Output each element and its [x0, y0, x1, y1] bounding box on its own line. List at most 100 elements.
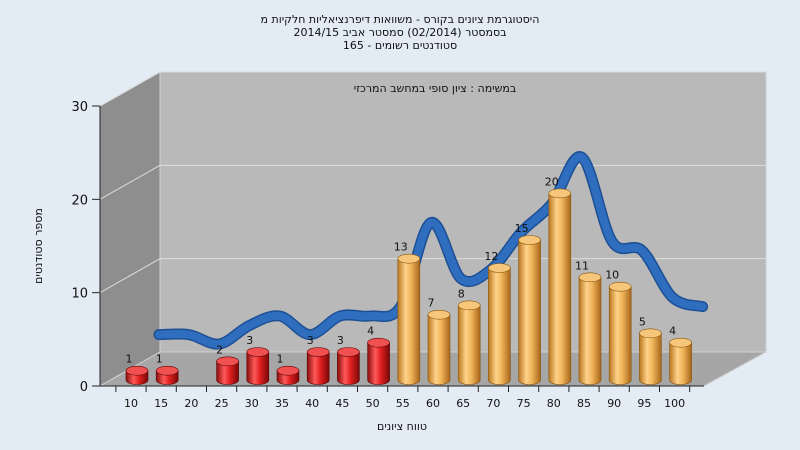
- grid-line-diag: [99, 164, 161, 200]
- data-label: 13: [394, 241, 408, 254]
- data-label: 1: [277, 353, 284, 366]
- bar-top: [639, 328, 662, 339]
- bar-body: [608, 286, 632, 385]
- bar-body: [367, 342, 390, 385]
- bar-top: [518, 235, 541, 245]
- bar-body: [427, 314, 451, 385]
- y-tick-label: 20: [71, 193, 88, 208]
- x-tick-label: 55: [396, 397, 410, 410]
- bar: [337, 347, 360, 385]
- bar-top: [578, 272, 602, 283]
- trend-curve-line: [155, 152, 707, 349]
- grid-lines: [99, 71, 766, 294]
- bar-body: [216, 361, 239, 385]
- chart-title-line-2: בסמסטר (02/2014) סמסטר אביב 2014/15: [293, 26, 506, 39]
- bar: [216, 356, 239, 385]
- x-tick-label: 65: [456, 397, 470, 410]
- y-tick-label: 10: [71, 287, 88, 302]
- x-tick-label: 60: [426, 397, 440, 410]
- bar: [125, 365, 149, 385]
- chart-title-line-1: היסטוגרמת ציונים בקורס - משוואות דיפרנצי…: [261, 13, 540, 26]
- data-label: 4: [669, 325, 676, 338]
- bar-top: [488, 263, 511, 273]
- bar-body: [518, 239, 541, 385]
- data-label: 20: [545, 175, 559, 188]
- bar-body: [669, 342, 692, 385]
- bar: [639, 328, 662, 385]
- data-label: 15: [515, 222, 529, 235]
- bar-top: [337, 347, 360, 357]
- x-axis-label: טווח ציונים: [377, 420, 427, 433]
- x-tick-label: 45: [335, 397, 349, 410]
- data-label: 2: [216, 343, 223, 356]
- data-label: 4: [367, 325, 374, 338]
- x-tick-label: 90: [607, 397, 621, 410]
- bar-top: [397, 253, 421, 264]
- data-label: 5: [639, 315, 646, 328]
- bar-top: [276, 365, 300, 376]
- bar-body: [457, 305, 481, 385]
- data-label: 10: [605, 269, 619, 282]
- data-label: 12: [484, 250, 498, 263]
- bar: [276, 365, 300, 385]
- chart-subtitle: במשימה : ציון סופי במחשב המרכזי: [354, 82, 517, 95]
- bar: [246, 347, 270, 385]
- bars: [125, 188, 692, 385]
- bar-top: [216, 356, 239, 367]
- bar: [427, 309, 451, 385]
- x-tick-label: 75: [517, 397, 531, 410]
- y-tick-label: 30: [71, 100, 88, 115]
- y-axis-label: מספר סטודנטים: [32, 208, 45, 284]
- bar-top: [306, 347, 330, 357]
- grid-line-diag: [99, 258, 161, 294]
- bar-top: [669, 337, 692, 348]
- data-label: 7: [428, 297, 435, 310]
- bar: [548, 188, 572, 385]
- x-tick-label: 95: [637, 397, 651, 410]
- left-wall: [99, 71, 161, 387]
- x-tick-label: 30: [245, 397, 259, 410]
- bar-top: [367, 337, 390, 348]
- bar-body: [397, 258, 421, 385]
- bar-top: [608, 281, 632, 292]
- bar-top: [457, 300, 481, 311]
- x-tick-label: 35: [275, 397, 289, 410]
- data-label: 11: [575, 259, 589, 272]
- x-tick-label: 50: [366, 397, 380, 410]
- bar-top: [246, 347, 270, 357]
- data-label: 3: [337, 334, 344, 347]
- bar-body: [639, 333, 662, 385]
- bar-body: [337, 351, 360, 385]
- bar: [367, 337, 390, 385]
- data-label: 8: [458, 287, 465, 300]
- bar-body: [488, 267, 511, 385]
- chart-title-line-3: סטודנטים רשומים - 165: [343, 39, 457, 52]
- data-label: 1: [126, 353, 133, 366]
- bar-body: [246, 351, 270, 385]
- bar-top: [548, 188, 572, 199]
- bar-top: [427, 309, 451, 320]
- x-tick-label: 10: [124, 397, 138, 410]
- x-tick-label: 70: [486, 397, 500, 410]
- bar: [578, 272, 602, 385]
- bar: [306, 347, 330, 385]
- bar: [518, 235, 541, 385]
- bar: [155, 365, 179, 385]
- x-tick-label: 85: [577, 397, 591, 410]
- x-tick-label: 80: [547, 397, 561, 410]
- bar-top: [125, 365, 149, 376]
- trend-curve: [153, 151, 709, 350]
- bar: [488, 263, 511, 385]
- x-tick-label: 25: [215, 397, 229, 410]
- x-tick-label: 100: [664, 397, 685, 410]
- bar: [457, 300, 481, 385]
- bar: [397, 253, 421, 385]
- data-label: 1: [156, 353, 163, 366]
- x-tick-label: 40: [305, 397, 319, 410]
- bar: [608, 281, 632, 385]
- bar-top: [155, 365, 179, 376]
